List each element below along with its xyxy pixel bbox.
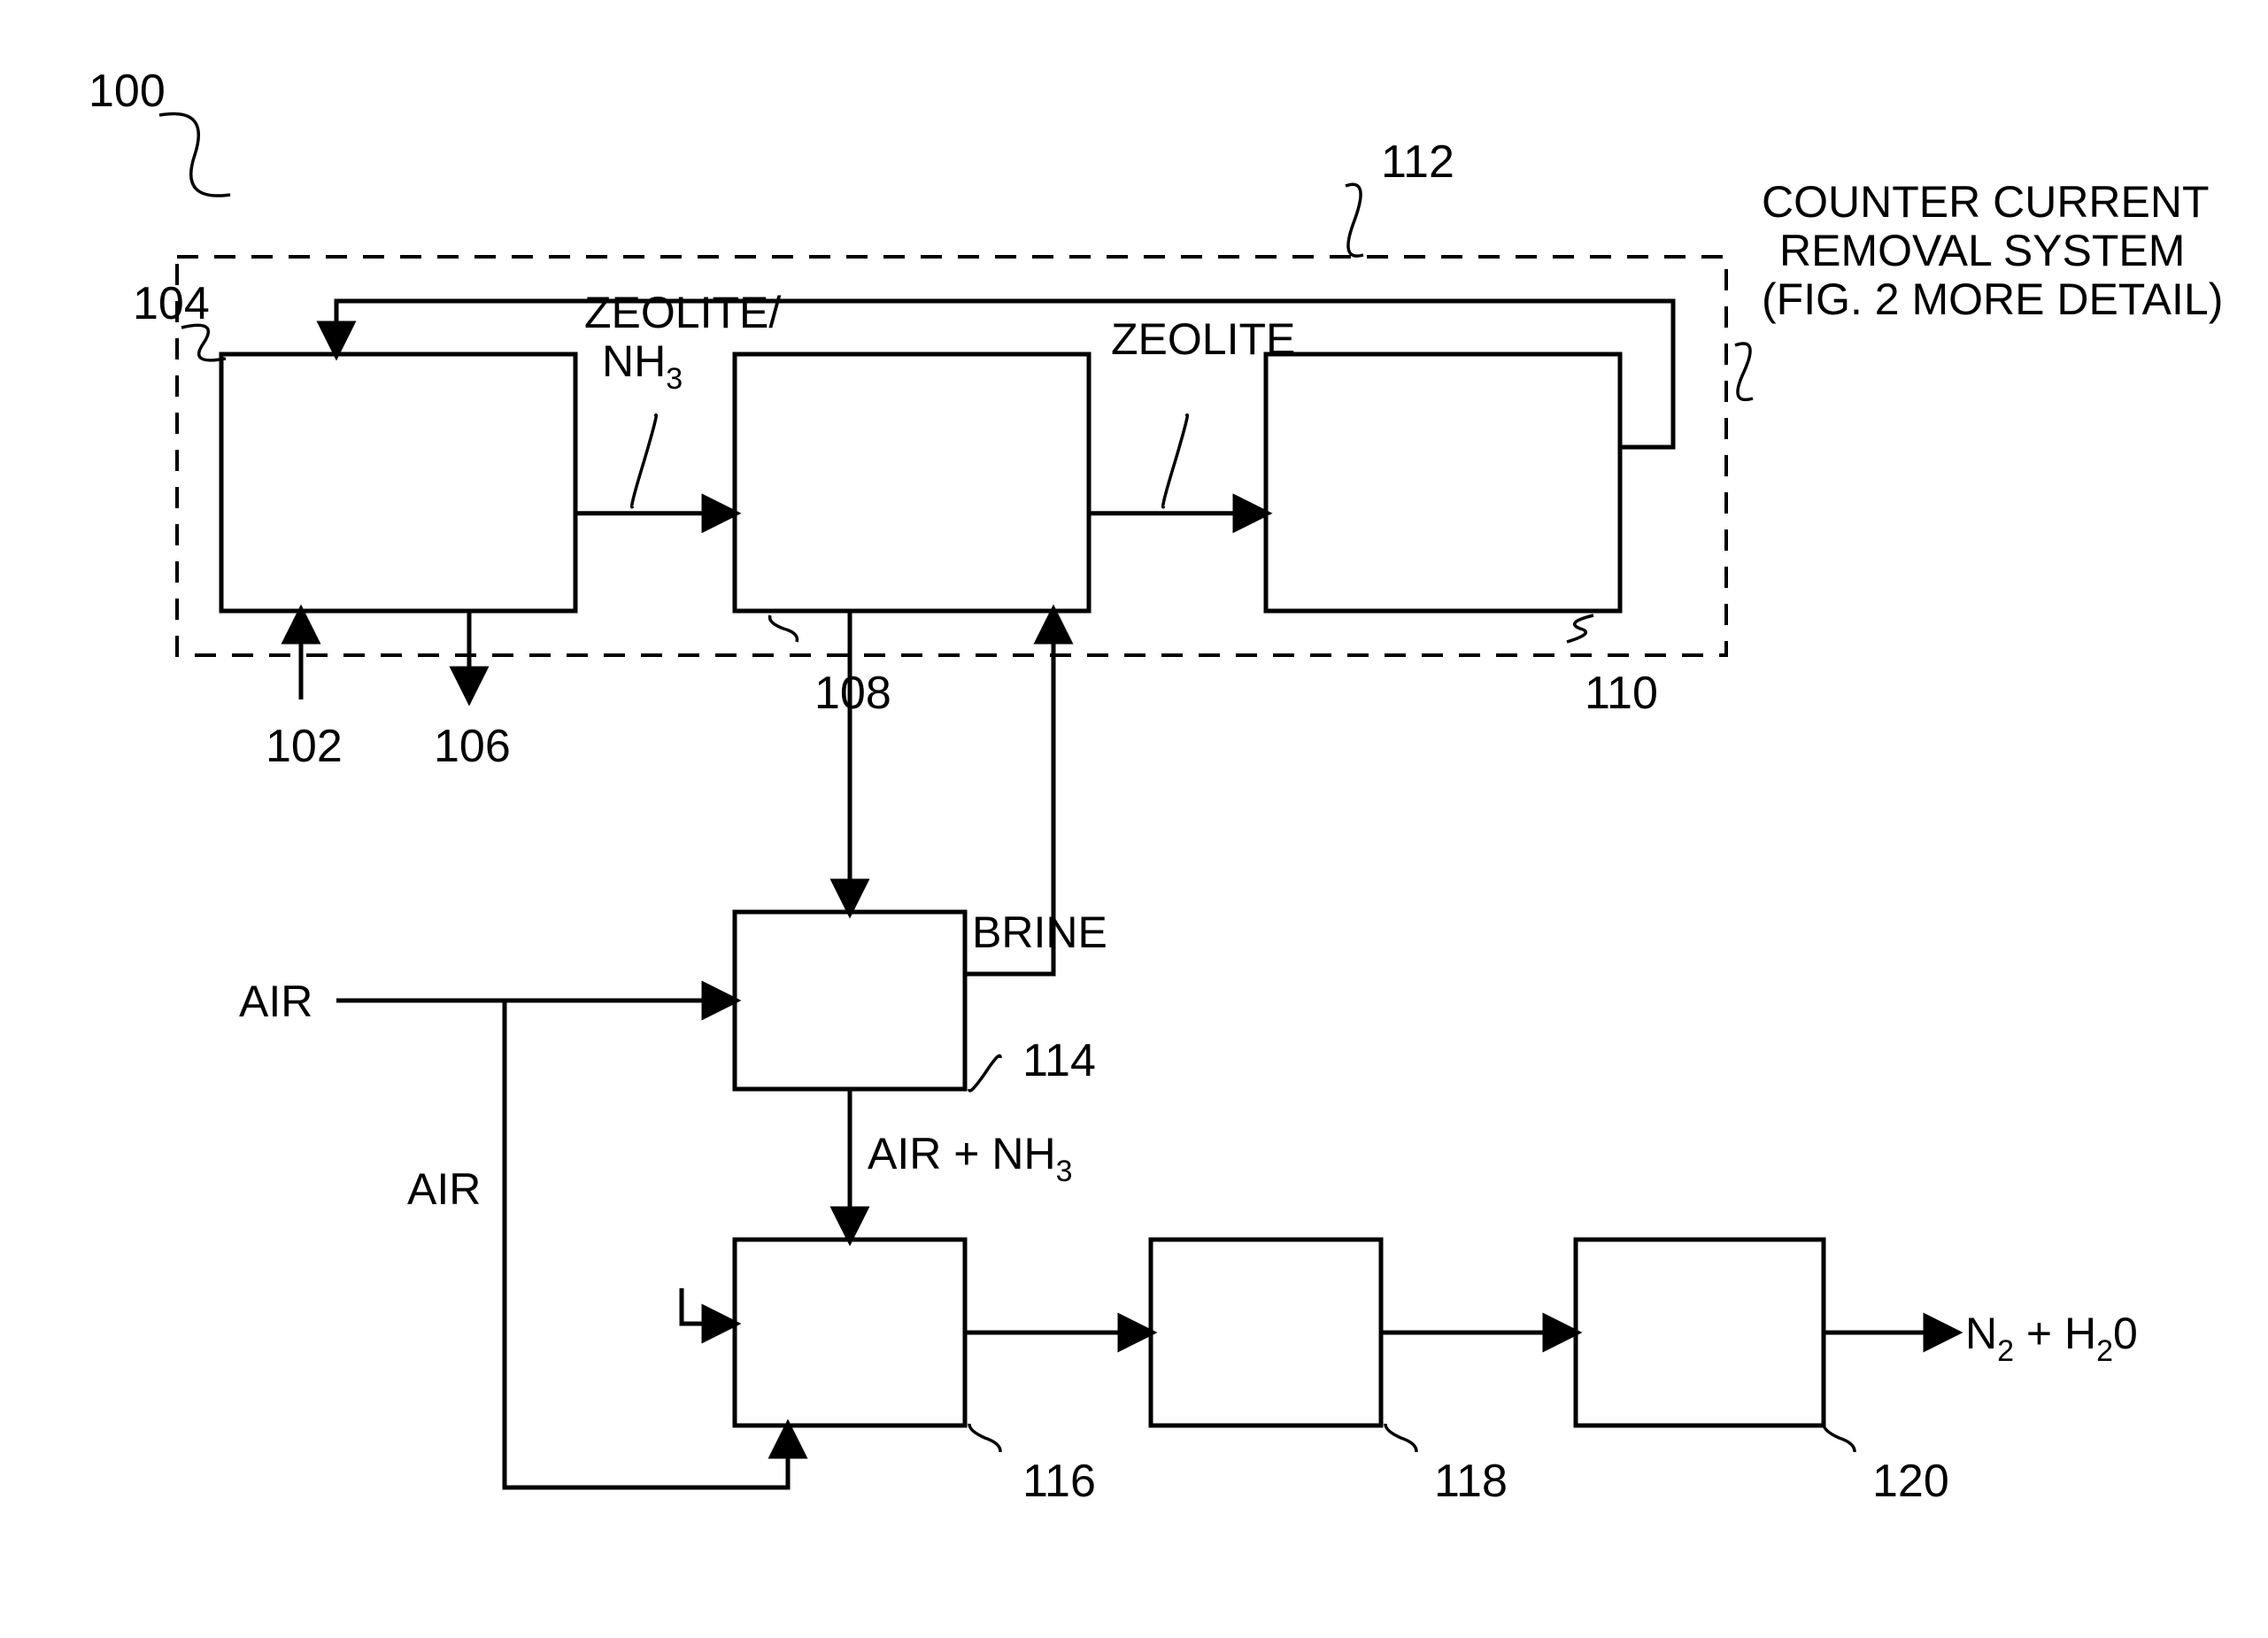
squiggle-118 [1385, 1424, 1416, 1452]
box-104 [221, 354, 575, 611]
label-ccr-line3: (FIG. 2 MORE DETAIL) [1762, 274, 2223, 324]
box-116 [735, 1240, 965, 1426]
label-output-n2-h2o: N2 + H20 [1965, 1309, 2138, 1368]
squiggle-108 [770, 615, 798, 642]
squiggle-114 [969, 1055, 1000, 1091]
ref-100: 100 [89, 66, 166, 117]
squiggle-112 [1346, 184, 1363, 256]
ref-116: 116 [1022, 1456, 1096, 1507]
ref-106: 106 [434, 721, 511, 772]
flow-elbow-116 [682, 1288, 735, 1324]
label-ccr-line1: COUNTER CURRENT [1762, 177, 2210, 227]
box-114 [735, 912, 965, 1089]
squiggle-120 [1824, 1424, 1855, 1452]
box-108 [735, 354, 1089, 611]
squiggle-116 [969, 1424, 1000, 1452]
box-118 [1151, 1240, 1381, 1426]
label-air-1: AIR [239, 977, 312, 1026]
label-air-nh3: AIR + NH3 [868, 1129, 1072, 1188]
ref-120: 120 [1872, 1456, 1949, 1507]
squiggle-ccr [1735, 344, 1753, 399]
squiggle-110 [1567, 615, 1593, 642]
label-zeolite-nh3-a: ZEOLITE/ [584, 288, 781, 337]
ref-102: 102 [266, 721, 343, 772]
ref-104: 104 [133, 278, 210, 329]
diagram-canvas: ZEOLITE/ NH3 ZEOLITE BRINE AIR AIR AIR +… [0, 0, 2268, 1638]
squiggle-zeolite [1163, 415, 1188, 507]
label-ccr-line2: REMOVAL SYSTEM [1779, 226, 2185, 275]
box-110 [1266, 354, 1620, 611]
ref-110: 110 [1585, 668, 1658, 719]
ref-108: 108 [814, 668, 891, 719]
box-120 [1576, 1240, 1824, 1426]
label-zeolite: ZEOLITE [1111, 314, 1295, 364]
label-air-2: AIR [407, 1164, 481, 1214]
ref-114: 114 [1022, 1035, 1096, 1086]
label-brine: BRINE [972, 908, 1107, 957]
squiggle-100 [159, 113, 230, 196]
ref-112: 112 [1381, 136, 1454, 188]
squiggle-zeolite-nh3 [632, 415, 657, 507]
ref-118: 118 [1434, 1456, 1508, 1507]
label-zeolite-nh3-b: NH3 [602, 336, 683, 396]
